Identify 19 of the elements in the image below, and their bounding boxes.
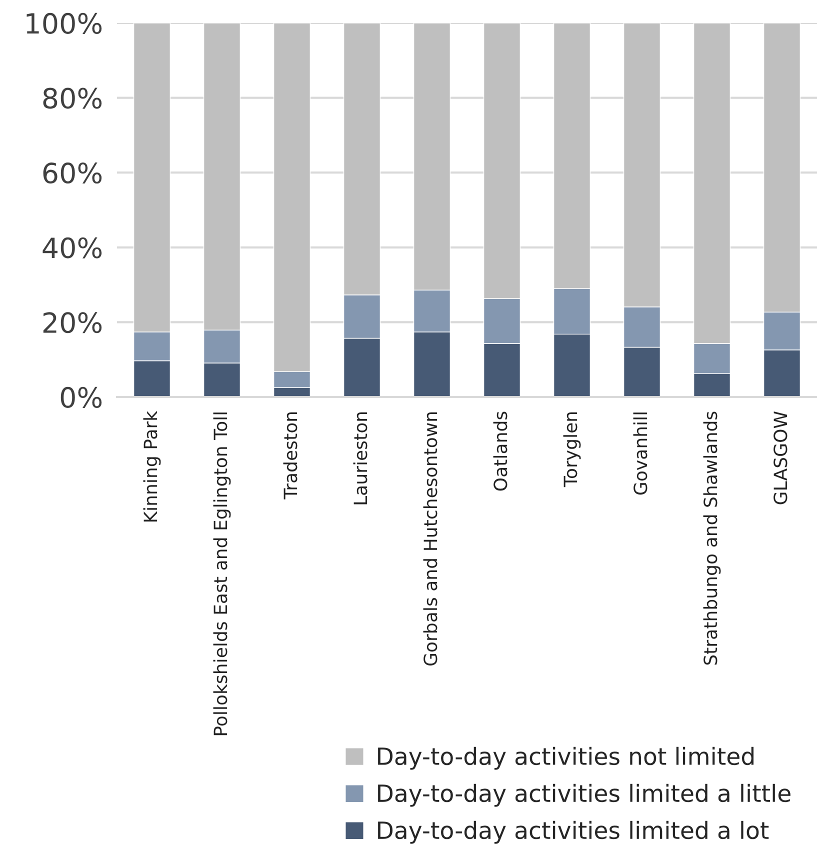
x-tick-label: Strathbungo and Shawlands <box>703 412 721 665</box>
legend-label: Day-to-day activities limited a little <box>378 784 790 807</box>
x-tick-label: Toryglen <box>563 412 581 488</box>
y-tick-label: 100% <box>26 12 102 34</box>
x-tick-label: Oatlands <box>493 412 508 491</box>
x-tick-label: Govanhill <box>633 412 648 495</box>
y-tick-label: 60% <box>43 162 102 184</box>
x-tick-label: Kinning Park <box>143 410 161 522</box>
y-tick-label: 0% <box>60 386 102 408</box>
x-tick-label: GLASGOW <box>774 411 788 504</box>
x-tick-label: Pollokshields East and Eglington Toll <box>213 412 231 736</box>
y-tick-label: 80% <box>43 88 102 109</box>
x-tick-label: Tradeston <box>283 412 298 500</box>
x-tick-label: Gorbals and Hutchesontown <box>423 412 438 666</box>
y-tick-label: 40% <box>42 237 102 258</box>
legend-label: Day-to-day activities limited a lot <box>378 820 769 844</box>
x-tick-label: Laurieston <box>353 412 368 504</box>
legend-label: Day-to-day activities not limited <box>378 746 754 770</box>
y-tick-label: 20% <box>43 312 102 334</box>
